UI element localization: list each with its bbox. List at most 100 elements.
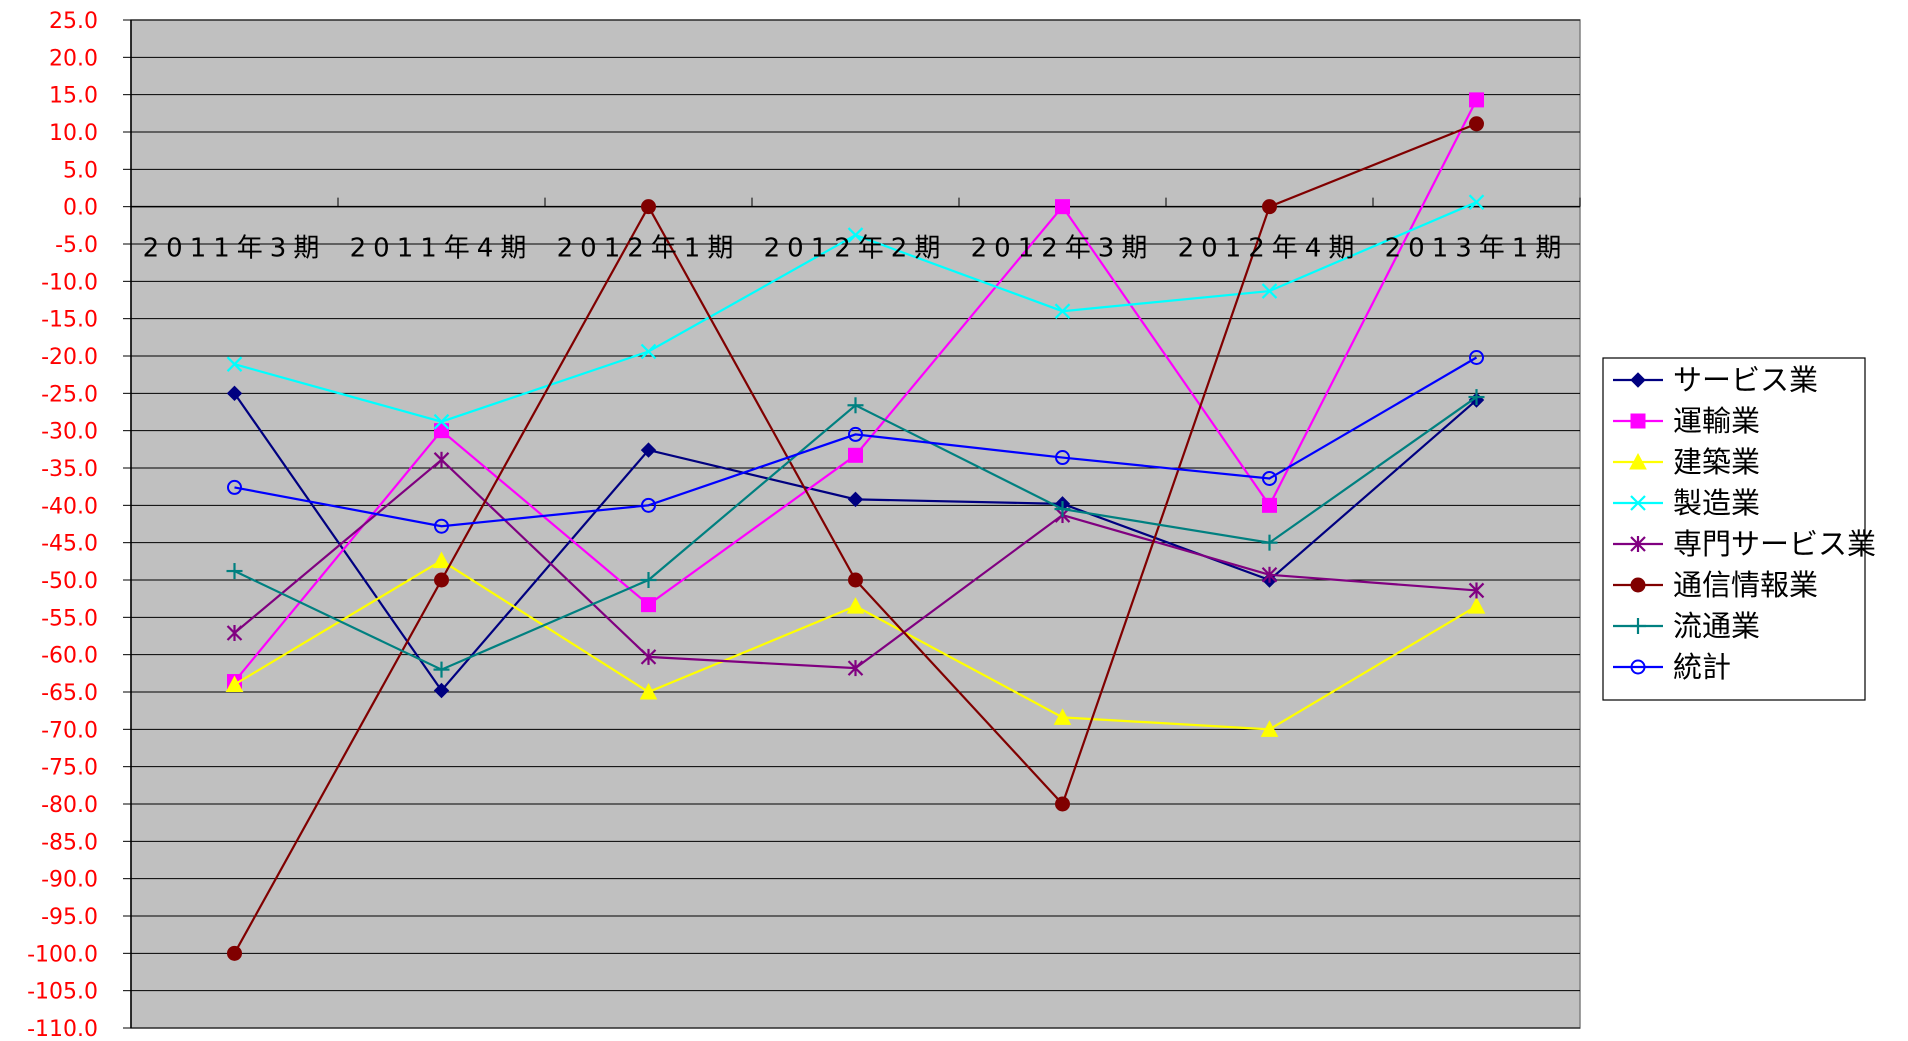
data-point: [1630, 413, 1646, 429]
plot-area: [130, 19, 1581, 1029]
data-point: [1630, 618, 1646, 634]
legend-item: 通信情報業: [1613, 568, 1818, 602]
x-tick-label: 2012年3期: [971, 234, 1155, 264]
x-tick-label: 2013年1期: [1385, 234, 1569, 264]
series-1: [227, 92, 1484, 690]
series-line: [234, 356, 1478, 528]
data-point: [1629, 452, 1647, 470]
data-point: [1260, 720, 1279, 737]
legend-item: 専門サービス業: [1613, 527, 1876, 561]
series-7: [227, 349, 1484, 534]
y-tick-label: -80.0: [41, 793, 98, 818]
legend-label: 製造業: [1673, 486, 1760, 520]
y-tick-label: -85.0: [41, 830, 98, 855]
data-point: [1468, 389, 1485, 406]
data-point: [848, 426, 863, 442]
legend-item: 製造業: [1613, 486, 1760, 520]
y-tick-label: -45.0: [41, 532, 98, 557]
y-tick-label: -95.0: [41, 905, 98, 930]
y-tick-label: 15.0: [49, 84, 98, 109]
y-tick-label: -5.0: [55, 233, 98, 258]
y-tick-label: -90.0: [41, 868, 98, 893]
y-tick-label: -25.0: [41, 382, 98, 407]
data-point: [226, 385, 243, 402]
data-point: [1469, 349, 1484, 365]
data-point: [434, 423, 449, 439]
y-tick-label: -100.0: [27, 942, 98, 967]
legend-label: 運輸業: [1673, 404, 1760, 438]
data-point: [848, 572, 863, 588]
legend-label: サービス業: [1673, 363, 1818, 397]
y-tick-label: -50.0: [41, 569, 98, 594]
data-point: [433, 661, 450, 678]
legend-item: 流通業: [1613, 609, 1760, 643]
legend-item: 統計: [1613, 650, 1731, 684]
data-point: [848, 447, 863, 463]
data-point: [227, 479, 242, 495]
data-point: [639, 682, 658, 700]
data-point: [226, 625, 243, 642]
legend-label: 流通業: [1673, 609, 1760, 643]
data-point: [227, 945, 242, 961]
series-3: [226, 194, 1485, 430]
data-point: [1261, 534, 1278, 551]
data-point: [1055, 796, 1070, 812]
y-tick-label: -55.0: [41, 606, 98, 631]
data-point: [640, 648, 657, 665]
data-point: [1630, 372, 1646, 388]
x-tick-label: 2011年3期: [143, 234, 327, 264]
data-point: [640, 442, 657, 458]
data-point: [433, 682, 450, 699]
x-tick-label: 2012年2期: [764, 234, 948, 264]
data-point: [433, 451, 450, 468]
y-tick-label: 25.0: [49, 9, 98, 34]
data-point: [1261, 566, 1278, 583]
y-tick-label: -60.0: [41, 644, 98, 669]
data-point: [226, 563, 243, 580]
y-tick-label: -40.0: [41, 494, 98, 519]
data-point: [434, 518, 449, 534]
x-tick-label: 2011年4期: [350, 234, 534, 264]
data-point: [847, 660, 864, 677]
legend-item: サービス業: [1613, 363, 1818, 397]
data-point: [847, 227, 864, 243]
data-point: [1262, 470, 1277, 486]
x-tick-label: 2012年1期: [557, 234, 741, 264]
data-point: [1262, 497, 1277, 513]
data-point: [1053, 708, 1072, 725]
x-tick-label: 2012年4期: [1178, 234, 1362, 264]
y-tick-label: -70.0: [41, 718, 98, 743]
data-point: [1630, 495, 1646, 511]
y-tick-label: -30.0: [41, 420, 98, 445]
legend-label: 統計: [1673, 650, 1731, 684]
data-point: [1054, 303, 1071, 319]
data-point: [640, 572, 657, 588]
data-point: [1055, 450, 1070, 466]
data-point: [1630, 659, 1646, 675]
y-tick-label: -20.0: [41, 345, 98, 370]
y-tick-label: -35.0: [41, 457, 98, 482]
y-tick-label: -15.0: [41, 308, 98, 333]
data-point: [1467, 597, 1486, 614]
data-point: [1630, 536, 1646, 552]
data-point: [641, 199, 656, 215]
y-tick-label: -10.0: [41, 270, 98, 295]
y-tick-label: 5.0: [63, 158, 98, 183]
legend: [1602, 357, 1866, 701]
legend-label: 建築業: [1673, 445, 1760, 479]
data-point: [1630, 577, 1646, 593]
data-point: [1469, 92, 1484, 108]
data-point: [847, 397, 864, 414]
data-point: [226, 356, 243, 372]
data-point: [1469, 116, 1484, 132]
data-point: [640, 343, 657, 360]
y-tick-label: 10.0: [49, 121, 98, 146]
y-tick-label: -65.0: [41, 681, 98, 706]
data-point: [1261, 283, 1278, 299]
series-5: [227, 116, 1484, 961]
data-point: [434, 572, 449, 588]
legend-label: 通信情報業: [1673, 568, 1818, 602]
y-tick-label: -75.0: [41, 756, 98, 781]
y-tick-label: 0.0: [63, 196, 98, 221]
